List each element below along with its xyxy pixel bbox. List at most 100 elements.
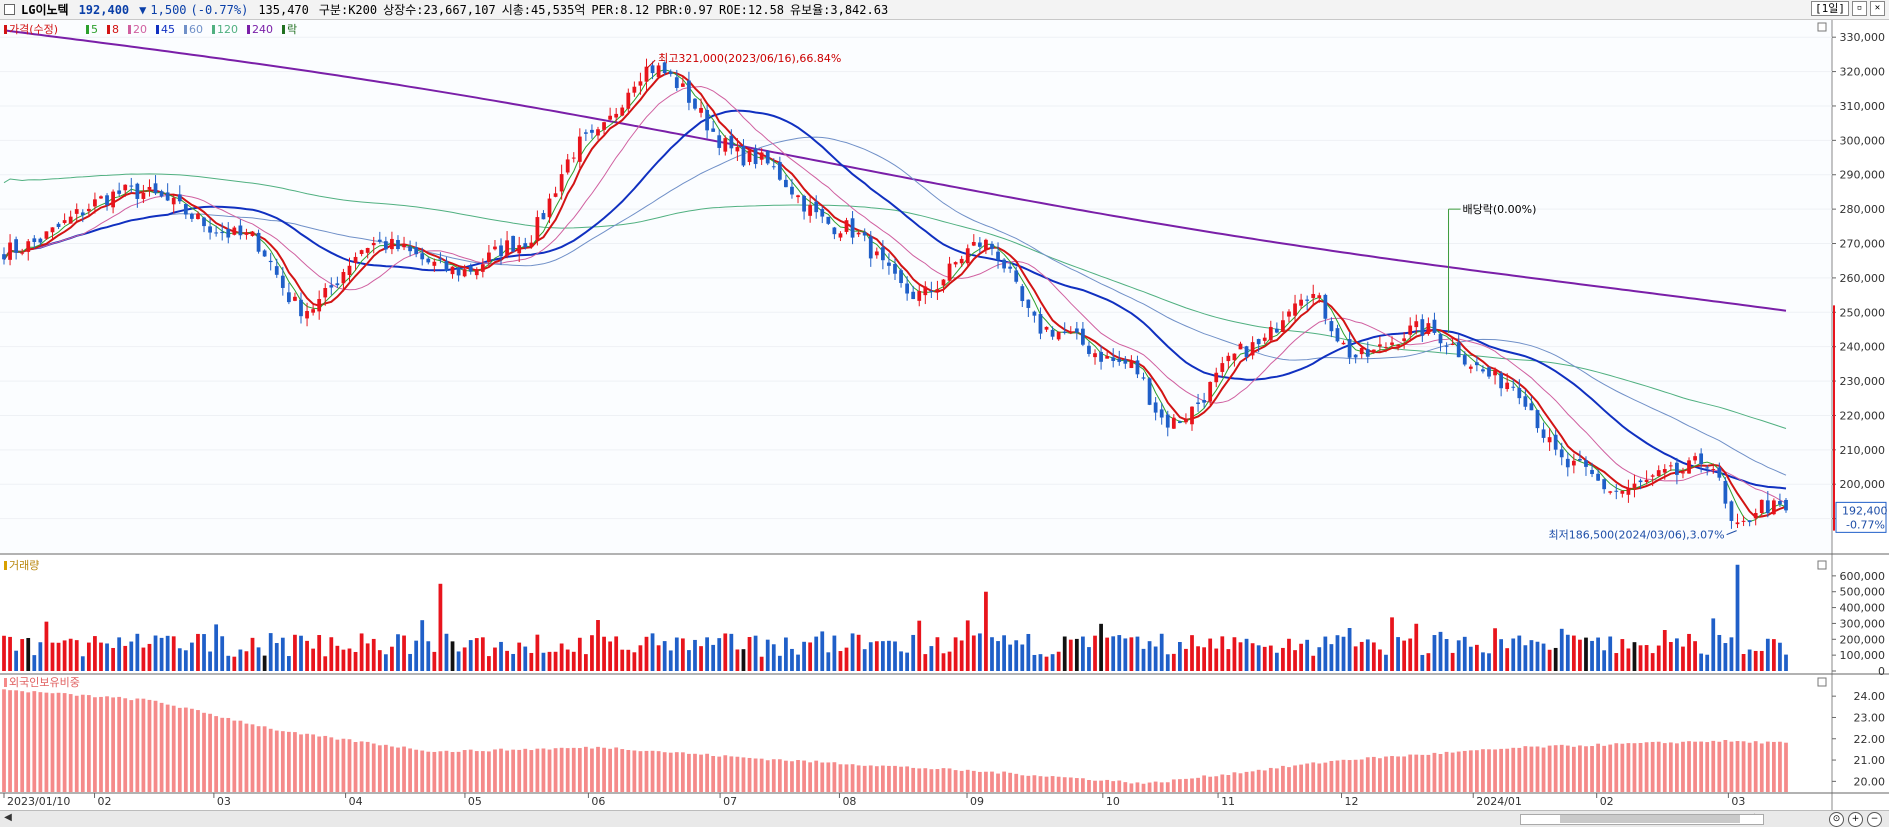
- foreign-ratio-bar: [1256, 769, 1261, 792]
- foreign-ratio-bar: [1190, 778, 1194, 792]
- volume-bar: [1056, 651, 1061, 671]
- foreign-ratio-bar: [280, 731, 285, 792]
- foreign-ratio-bar: [947, 768, 952, 792]
- foreign-ratio-bar: [1117, 780, 1122, 792]
- price-panel-control[interactable]: [1817, 22, 1827, 32]
- volume-bar: [826, 652, 831, 671]
- close-button[interactable]: ✕: [1870, 1, 1885, 16]
- volume-bar: [1753, 650, 1758, 671]
- volume-bar: [1262, 646, 1267, 671]
- candle-body: [1159, 409, 1164, 418]
- volume-bar: [899, 651, 903, 671]
- volume-bar: [1214, 648, 1219, 671]
- foreign-ratio-bar: [523, 748, 528, 792]
- foreign-tick-label: 21.00: [1854, 754, 1886, 767]
- scroll-thumb[interactable]: [1560, 815, 1740, 823]
- volume-bar: [414, 640, 419, 671]
- candle-body: [814, 201, 819, 213]
- foreign-ratio-bar: [135, 698, 140, 792]
- foreign-ratio-bar: [190, 708, 194, 792]
- candle-body: [1408, 325, 1413, 335]
- foreign-ratio-bar: [1032, 775, 1037, 792]
- candle-body: [480, 264, 485, 272]
- volume-bar: [1008, 644, 1013, 671]
- foreign-ratio-bar: [614, 747, 619, 792]
- volume-bar: [583, 654, 588, 671]
- foreign-ratio-bar: [796, 760, 800, 792]
- volume-bar: [820, 631, 825, 671]
- chart-canvas[interactable]: 330,000 320,000 310,000 300,000 290,000 280,0…: [0, 20, 1889, 810]
- candle-body: [1190, 406, 1194, 425]
- foreign-ratio-bar: [1141, 783, 1146, 792]
- foreign-ratio-bar: [1390, 756, 1394, 792]
- volume-bar: [250, 637, 255, 671]
- foreign-ratio-bar: [1450, 752, 1455, 792]
- volume-panel-control[interactable]: [1817, 560, 1827, 570]
- volume-bar: [1171, 653, 1176, 671]
- foreign-ratio-bar: [238, 720, 243, 792]
- foreign-ratio-bar: [1099, 780, 1103, 792]
- volume-bar: [1505, 648, 1510, 671]
- volume-bar: [1038, 654, 1043, 671]
- foreign-ratio-bar: [335, 739, 340, 792]
- foreign-ratio-bar: [626, 750, 631, 792]
- volume-bar: [1062, 636, 1067, 671]
- volume-bar: [396, 634, 400, 671]
- foreign-ratio-bar: [432, 751, 437, 792]
- candle-body: [1196, 402, 1200, 404]
- scroll-left-button[interactable]: ◀: [4, 812, 12, 823]
- volume-bar: [347, 648, 352, 671]
- volume-bar: [123, 645, 128, 671]
- volume-bar: [1487, 653, 1491, 671]
- foreign-ratio-bar: [1523, 746, 1528, 792]
- volume-bar: [1159, 633, 1164, 671]
- volume-bar: [674, 637, 679, 671]
- foreign-ratio-bar: [311, 734, 316, 792]
- volume-bar: [977, 633, 982, 671]
- candle-body: [62, 220, 67, 223]
- candle-body: [347, 265, 352, 276]
- candle-body: [1020, 286, 1025, 302]
- candle-body: [1681, 472, 1685, 474]
- foreign-panel-control[interactable]: [1817, 677, 1827, 687]
- foreign-ratio-bar: [941, 768, 946, 792]
- candle-body: [699, 107, 703, 113]
- candle-body: [656, 65, 661, 78]
- candle-body: [1517, 387, 1522, 399]
- foreign-ratio-bar: [1171, 779, 1176, 792]
- volume-bar: [190, 642, 194, 671]
- foreign-ratio-bar: [935, 769, 940, 792]
- volume-bar: [529, 652, 534, 671]
- zoom-in-icon[interactable]: +: [1848, 812, 1863, 827]
- zoom-reset-icon[interactable]: ⊙: [1829, 812, 1844, 827]
- period-selector[interactable]: [1일]: [1811, 1, 1849, 16]
- foreign-ratio-bar: [462, 750, 467, 792]
- foreign-ratio-bar: [1305, 763, 1310, 792]
- foreign-ratio-bar: [505, 750, 509, 792]
- foreign-ratio-bar: [1371, 756, 1376, 792]
- minimize-button[interactable]: ▫: [1852, 1, 1867, 16]
- volume-bar: [935, 637, 940, 671]
- foreign-ratio-bar: [1335, 760, 1340, 792]
- volume-bar: [1723, 643, 1728, 671]
- chart-header: LG이노텍 192,400 ▼ 1,500 (-0.77%) 135,470 구…: [0, 0, 1889, 20]
- candle-body: [1293, 303, 1297, 316]
- candle-body: [905, 283, 910, 294]
- header-checkbox[interactable]: [4, 4, 15, 15]
- volume-bar: [547, 651, 552, 671]
- stock-name[interactable]: LG이노텍: [21, 3, 69, 17]
- volume-bar: [493, 647, 497, 671]
- foreign-ratio-bar: [341, 738, 346, 792]
- candle-body: [499, 245, 503, 257]
- candle-body: [371, 242, 376, 246]
- volume-bar: [1311, 655, 1316, 671]
- foreign-ratio-bar: [214, 716, 219, 792]
- volume-bar: [1590, 640, 1594, 671]
- volume-bar: [1620, 639, 1625, 671]
- volume-bar: [984, 591, 988, 671]
- volume-bar: [711, 644, 716, 671]
- volume-bar: [577, 637, 582, 671]
- candle-body: [583, 132, 588, 134]
- zoom-out-icon[interactable]: −: [1867, 812, 1882, 827]
- foreign-ratio-bar: [596, 746, 600, 792]
